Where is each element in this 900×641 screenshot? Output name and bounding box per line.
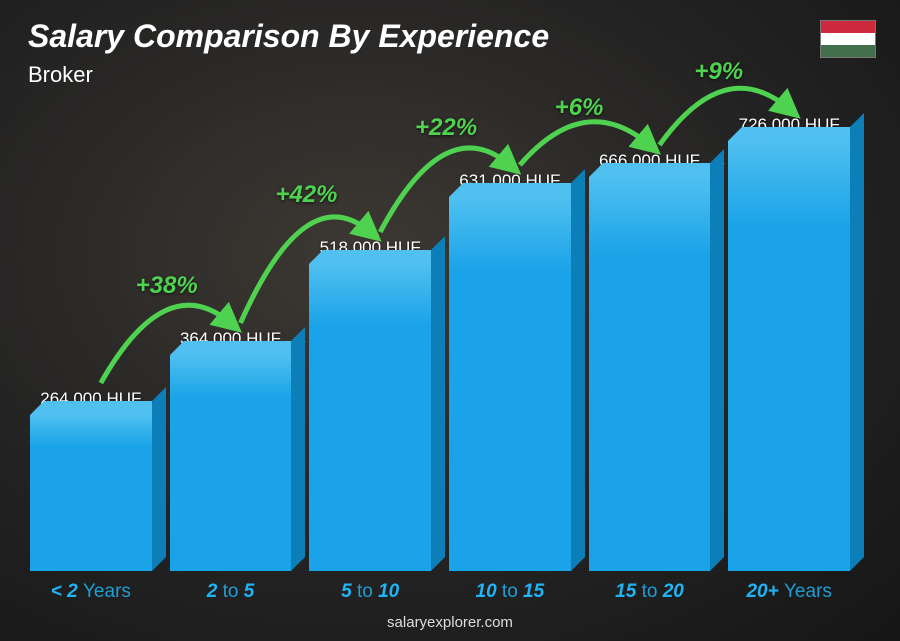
bar [309,264,431,571]
x-axis-label: 15 to 20 [589,581,711,603]
x-axis-label: 10 to 15 [449,581,571,603]
bar [170,355,292,571]
bar [589,177,711,571]
country-flag [820,20,876,58]
increase-percent-label: +6% [555,94,604,122]
flag-stripe-mid [821,33,875,45]
x-axis-label: < 2 Years [30,581,152,603]
increase-percent-label: +42% [275,181,337,209]
bar-column: 631,000 HUF [449,171,571,571]
flag-stripe-top [821,21,875,33]
footer-attribution: salaryexplorer.com [0,614,900,631]
bar [728,141,850,571]
bar [449,197,571,571]
x-axis-label: 2 to 5 [170,581,292,603]
bar-column: 666,000 HUF [589,151,711,571]
bar-column: 518,000 HUF [309,238,431,571]
bar-column: 264,000 HUF [30,389,152,571]
increase-percent-label: +22% [415,114,477,142]
bar [30,415,152,571]
chart-subtitle: Broker [28,62,93,88]
bar-column: 364,000 HUF [170,329,292,571]
bar-column: 726,000 HUF [728,115,850,571]
x-axis-label: 20+ Years [728,581,850,603]
flag-stripe-bot [821,45,875,57]
x-axis-label: 5 to 10 [309,581,431,603]
bar-chart: 264,000 HUF364,000 HUF518,000 HUF631,000… [30,100,850,571]
chart-title: Salary Comparison By Experience [28,18,549,55]
increase-percent-label: +9% [694,58,743,86]
increase-percent-label: +38% [136,272,198,300]
x-axis-labels: < 2 Years 2 to 5 5 to 10 10 to 15 15 to 20 20… [30,581,850,603]
